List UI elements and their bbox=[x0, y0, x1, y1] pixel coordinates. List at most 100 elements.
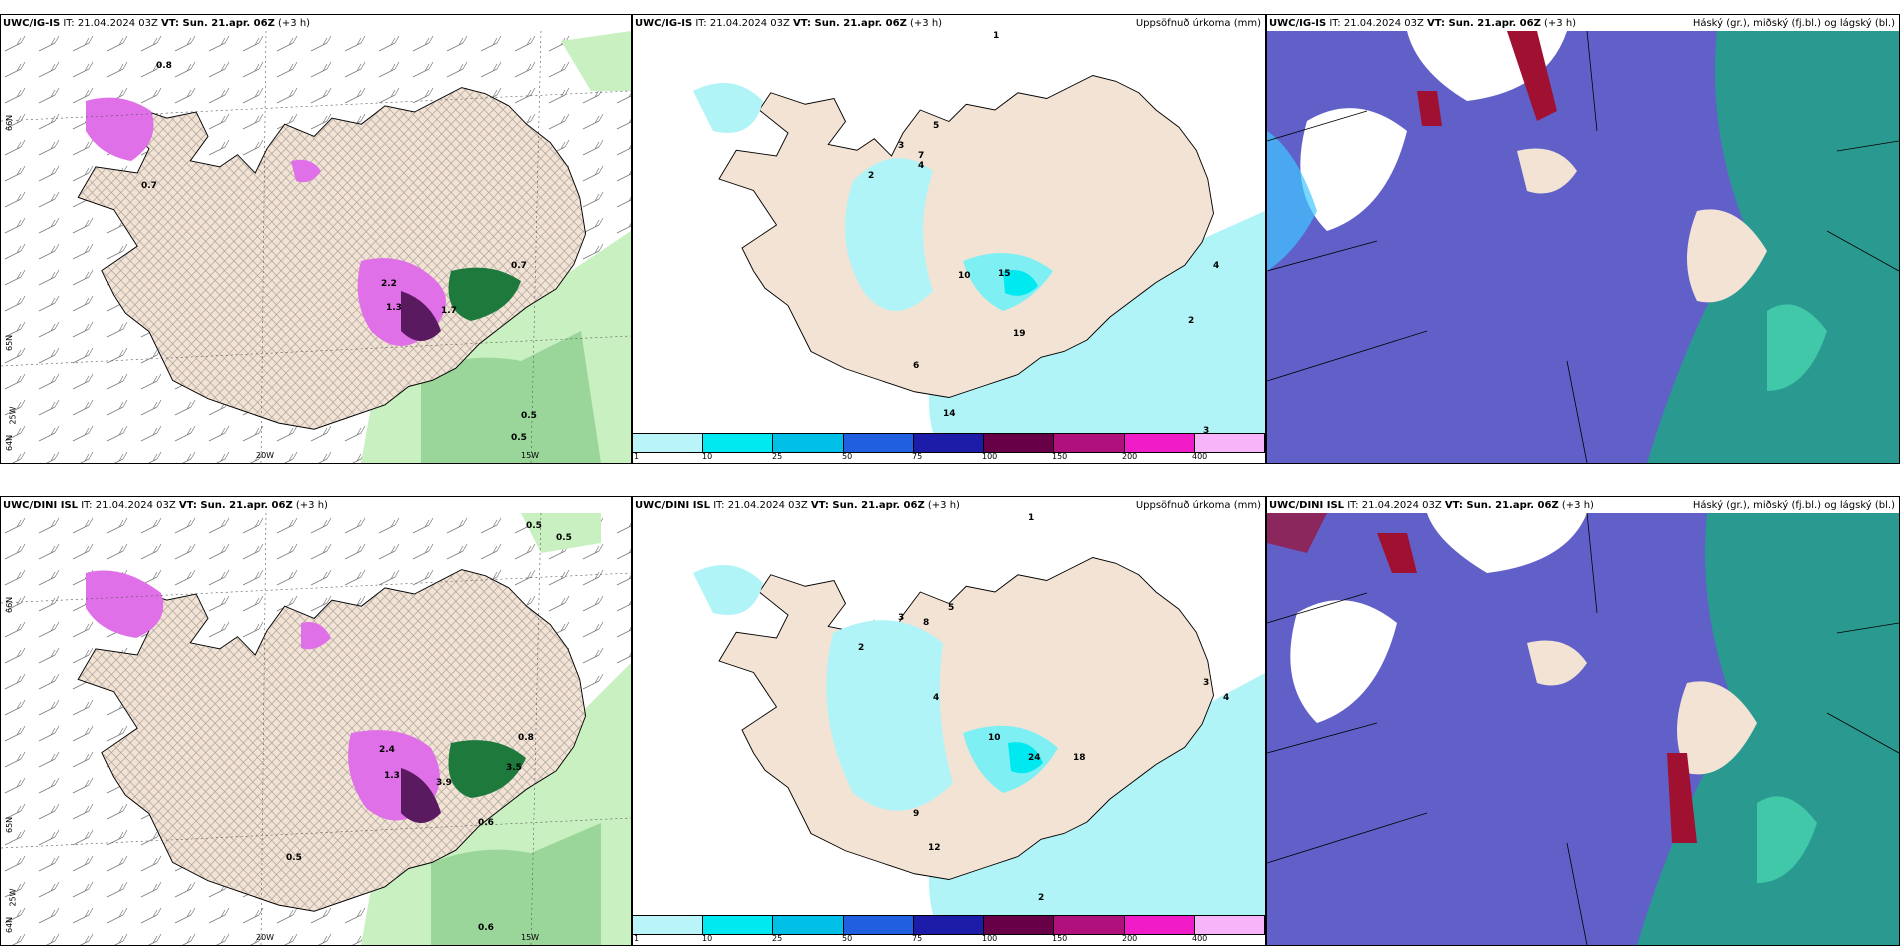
colorbar-tick: 75 bbox=[912, 452, 923, 461]
value-label: 2.4 bbox=[379, 745, 395, 755]
map-canvas bbox=[1, 31, 631, 463]
colorbar-tick: 25 bbox=[772, 934, 783, 943]
panel-clouds-ig: UWC/IG-IS IT: 21.04.2024 03Z VT: Sun. 21… bbox=[1266, 14, 1900, 464]
value-label: 2 bbox=[868, 171, 875, 181]
value-label: 0.6 bbox=[478, 818, 494, 828]
init-time: IT: 21.04.2024 03Z bbox=[692, 18, 794, 29]
lon-label: 20W bbox=[256, 933, 275, 942]
value-label: 14 bbox=[943, 409, 956, 419]
value-label: 4 bbox=[933, 693, 940, 703]
value-label: 0.7 bbox=[141, 181, 157, 191]
colorbar-swatch bbox=[843, 916, 914, 934]
model-name: UWC/DINI ISL bbox=[3, 500, 79, 511]
value-label: 0.5 bbox=[556, 533, 572, 543]
colorbar-tick: 100 bbox=[982, 934, 998, 943]
map-area bbox=[1267, 31, 1899, 463]
value-label: 24 bbox=[1028, 753, 1041, 763]
value-label: 3 bbox=[1203, 678, 1210, 688]
field-title: Uppsöfnuð úrkoma (mm) bbox=[1135, 500, 1261, 511]
map-area: 0.5 0.5 2.4 1.3 3.9 3.5 0.6 0.8 0.6 0.5 … bbox=[1, 513, 631, 945]
colorbar-tick: 10 bbox=[702, 934, 713, 943]
map-area bbox=[1267, 513, 1899, 945]
map-canvas bbox=[1267, 31, 1899, 463]
colorbar-tick: 200 bbox=[1122, 452, 1138, 461]
init-time: IT: 21.04.2024 03Z bbox=[78, 500, 179, 511]
value-label: 19 bbox=[1013, 329, 1026, 339]
colorbar-tick: 50 bbox=[842, 934, 853, 943]
field-title: Uppsöfnuð úrkoma (mm) bbox=[1135, 18, 1261, 29]
value-label: 3 bbox=[898, 141, 905, 151]
colorbar-swatches bbox=[633, 433, 1265, 453]
map-area: 1 2 3 4 5 8 10 18 24 9 12 2 3 4 bbox=[633, 513, 1265, 915]
map-canvas bbox=[1, 513, 631, 945]
valid-time: VT: Sun. 21.apr. 06Z bbox=[161, 18, 275, 29]
lon-label: 15W bbox=[521, 933, 540, 942]
colorbar-swatch bbox=[984, 916, 1055, 934]
lon-label: 20W bbox=[256, 451, 275, 460]
colorbar-swatches bbox=[633, 915, 1265, 935]
value-label: 3.5 bbox=[506, 763, 522, 773]
init-time: IT: 21.04.2024 03Z bbox=[60, 18, 162, 29]
valid-time: VT: Sun. 21.apr. 06Z bbox=[1427, 18, 1541, 29]
valid-time: VT: Sun. 21.apr. 06Z bbox=[178, 500, 293, 511]
colorbar-swatch bbox=[913, 916, 985, 934]
colorbar-tick: 1 bbox=[634, 452, 640, 461]
model-name: UWC/IG-IS bbox=[3, 18, 61, 29]
value-label: 8 bbox=[923, 618, 930, 628]
colorbar-tick: 200 bbox=[1122, 934, 1138, 943]
colorbar-ticks: 1 10 25 50 75 100 150 200 400 bbox=[633, 452, 1265, 462]
colorbar-swatch bbox=[1194, 916, 1265, 934]
lat-label: 66N bbox=[5, 596, 14, 613]
lead-time: (+3 h) bbox=[906, 18, 943, 29]
colorbar-swatch bbox=[1194, 434, 1265, 452]
value-label: 5 bbox=[948, 603, 955, 613]
panel-clouds-dini: UWC/DINI ISL IT: 21.04.2024 03Z VT: Sun.… bbox=[1266, 496, 1900, 946]
field-title: Háský (gr.), miðský (fj.bl.) og lágský (… bbox=[1692, 18, 1895, 29]
lead-time: (+3 h) bbox=[1540, 18, 1577, 29]
panel-header: UWC/DINI ISL IT: 21.04.2024 03Z VT: Sun.… bbox=[635, 500, 1261, 511]
init-time: IT: 21.04.2024 03Z bbox=[1326, 18, 1428, 29]
init-time: IT: 21.04.2024 03Z bbox=[710, 500, 811, 511]
panel-precip-dini: UWC/DINI ISL IT: 21.04.2024 03Z VT: Sun.… bbox=[632, 496, 1266, 946]
value-label: 9 bbox=[913, 809, 920, 819]
colorbar: 1 10 25 50 75 100 150 200 400 bbox=[633, 915, 1265, 945]
lat-label: 64N bbox=[5, 434, 14, 451]
colorbar-swatch bbox=[633, 434, 704, 452]
panel-wind-dini: UWC/DINI ISL IT: 21.04.2024 03Z VT: Sun.… bbox=[0, 496, 632, 946]
colorbar-tick: 50 bbox=[842, 452, 853, 461]
value-label: 12 bbox=[928, 843, 941, 853]
colorbar-tick: 150 bbox=[1052, 452, 1068, 461]
value-label: 4 bbox=[1213, 261, 1220, 271]
value-label: 10 bbox=[988, 733, 1001, 743]
lead-time: (+3 h) bbox=[292, 500, 328, 511]
panel-header: UWC/DINI ISL IT: 21.04.2024 03Z VT: Sun.… bbox=[3, 500, 627, 511]
lat-label: 66N bbox=[5, 114, 14, 131]
colorbar-swatch bbox=[913, 434, 985, 452]
colorbar-tick: 25 bbox=[772, 452, 783, 461]
panel-header: UWC/IG-IS IT: 21.04.2024 03Z VT: Sun. 21… bbox=[3, 18, 627, 29]
value-label: 2 bbox=[858, 643, 865, 653]
value-label: 5 bbox=[933, 121, 940, 131]
lon-label: 25W bbox=[8, 406, 18, 425]
map-canvas bbox=[633, 513, 1265, 915]
panel-header: UWC/DINI ISL IT: 21.04.2024 03Z VT: Sun.… bbox=[1269, 500, 1895, 511]
colorbar-swatch bbox=[1124, 434, 1195, 452]
colorbar-swatch bbox=[1054, 434, 1125, 452]
value-label: 1.3 bbox=[386, 303, 402, 313]
colorbar-swatch bbox=[1054, 916, 1125, 934]
model-name: UWC/DINI ISL bbox=[1269, 500, 1345, 511]
panel-header: UWC/IG-IS IT: 21.04.2024 03Z VT: Sun. 21… bbox=[1269, 18, 1895, 29]
value-label: 15 bbox=[998, 269, 1011, 279]
value-label: 1 bbox=[993, 31, 1000, 41]
colorbar-swatch bbox=[773, 916, 844, 934]
lat-label: 65N bbox=[5, 816, 14, 833]
lead-time: (+3 h) bbox=[1558, 500, 1594, 511]
colorbar-tick: 400 bbox=[1192, 452, 1208, 461]
colorbar-tick: 1 bbox=[634, 934, 640, 943]
valid-time: VT: Sun. 21.apr. 06Z bbox=[810, 500, 925, 511]
lead-time: (+3 h) bbox=[274, 18, 311, 29]
valid-time: VT: Sun. 21.apr. 06Z bbox=[793, 18, 907, 29]
value-label: 4 bbox=[1223, 693, 1230, 703]
value-label: 0.8 bbox=[156, 61, 172, 71]
colorbar: 1 10 25 50 75 100 150 200 400 bbox=[633, 433, 1265, 463]
